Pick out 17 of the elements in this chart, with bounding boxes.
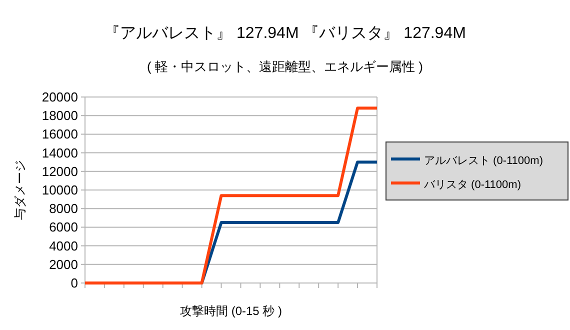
y-tick-label: 0 [70, 276, 78, 290]
y-tick-label: 6000 [49, 220, 78, 235]
y-tick-label: 14000 [42, 145, 78, 160]
y-tick-label: 2000 [49, 256, 78, 272]
legend-label: アルバレスト (0-1100m) [424, 155, 543, 167]
y-tick-label: 18000 [42, 108, 78, 124]
y-tick-label: 10000 [42, 182, 78, 198]
y-tick-label: 16000 [42, 126, 78, 142]
y-tick-label: 4000 [49, 238, 78, 254]
legend-label: バリスタ (0-1100m) [423, 179, 521, 191]
chart-title: 『アルバレスト』 127.94M 『バリスタ』 127.94M [104, 25, 466, 42]
chart-subtitle: ( 軽・中スロット、遠距離型、エネルギー属性 ) [147, 59, 423, 74]
y-axis-title: 与ダメージ [13, 160, 27, 220]
x-axis-title: 攻撃時間 (0-15 秒 ) [180, 304, 282, 318]
y-tick-label: 12000 [42, 164, 78, 179]
y-tick-label: 8000 [49, 201, 78, 216]
y-tick-label: 20000 [42, 90, 78, 104]
